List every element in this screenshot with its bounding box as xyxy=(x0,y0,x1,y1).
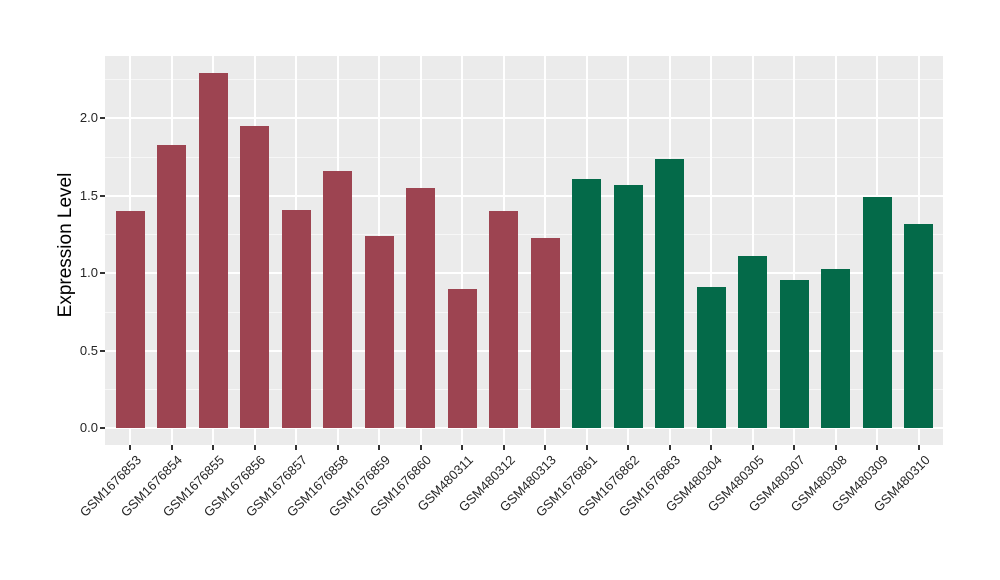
gridline-vertical xyxy=(793,56,795,445)
y-tick-mark xyxy=(100,272,105,275)
x-tick-mark xyxy=(585,445,588,450)
bar-GSM480307 xyxy=(779,279,809,429)
x-tick-mark xyxy=(129,445,131,450)
bar-GSM1676858 xyxy=(323,171,352,429)
bar-GSM480311 xyxy=(447,288,477,429)
bar-GSM1676860 xyxy=(406,188,435,429)
bar-GSM480310 xyxy=(904,223,933,429)
x-tick-mark xyxy=(876,445,878,450)
gridline-vertical xyxy=(834,56,837,445)
gridline-major xyxy=(105,194,943,197)
x-tick-mark xyxy=(834,445,837,450)
y-tick-label: 1.0 xyxy=(79,265,98,281)
y-tick-label: 2.0 xyxy=(79,110,98,126)
bar-GSM480313 xyxy=(530,237,560,429)
bar-GSM1676856 xyxy=(240,126,269,429)
y-tick-label: 1.5 xyxy=(79,187,98,203)
x-tick-mark xyxy=(336,445,339,450)
x-tick-mark xyxy=(751,445,754,450)
gridline-major xyxy=(105,349,943,352)
bar-GSM1676863 xyxy=(655,158,684,429)
x-tick-mark xyxy=(544,445,546,450)
x-tick-mark xyxy=(502,445,505,450)
gridline-minor xyxy=(105,389,943,391)
bar-GSM480309 xyxy=(862,197,892,429)
y-tick-mark xyxy=(100,349,105,352)
bar-GSM480305 xyxy=(738,256,767,429)
bar-GSM1676859 xyxy=(364,236,394,429)
x-tick-mark xyxy=(212,445,214,450)
bar-GSM1676862 xyxy=(613,184,643,429)
y-tick-label: 0.5 xyxy=(79,342,98,358)
bar-GSM480312 xyxy=(489,211,518,429)
x-tick-mark xyxy=(793,445,795,450)
bar-GSM1676857 xyxy=(281,209,311,429)
y-tick-mark xyxy=(100,427,105,430)
bar-GSM480304 xyxy=(696,287,726,429)
bar-GSM1676861 xyxy=(572,178,601,429)
gridline-minor xyxy=(105,311,943,313)
x-tick-mark xyxy=(295,445,297,450)
bar-GSM1676855 xyxy=(198,73,228,429)
y-tick-mark xyxy=(100,194,105,197)
gridline-major xyxy=(105,117,943,120)
x-tick-mark xyxy=(170,445,173,450)
gridline-minor xyxy=(105,234,943,236)
x-tick-mark xyxy=(253,445,256,450)
gridline-vertical xyxy=(710,56,712,445)
x-tick-mark xyxy=(627,445,629,450)
gridline-major xyxy=(105,272,943,275)
gridline-minor xyxy=(105,79,943,81)
bar-GSM480308 xyxy=(821,268,850,429)
x-tick-mark xyxy=(710,445,712,450)
gridline-vertical xyxy=(751,56,754,445)
x-tick-mark xyxy=(378,445,380,450)
x-tick-mark xyxy=(917,445,920,450)
bar-GSM1676854 xyxy=(157,144,186,429)
bar-GSM1676853 xyxy=(115,211,145,429)
x-tick-mark xyxy=(461,445,463,450)
y-tick-label: 0.0 xyxy=(79,420,98,436)
plot-panel xyxy=(105,56,943,445)
gridline-major xyxy=(105,427,943,430)
gridline-vertical xyxy=(461,56,463,445)
x-tick-mark xyxy=(419,445,422,450)
x-tick-mark xyxy=(668,445,671,450)
gridline-minor xyxy=(105,156,943,158)
y-tick-mark xyxy=(100,117,105,120)
